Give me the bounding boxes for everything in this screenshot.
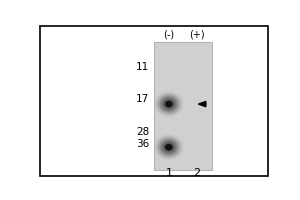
Ellipse shape <box>165 144 173 151</box>
Ellipse shape <box>162 141 175 153</box>
Ellipse shape <box>160 97 177 111</box>
Ellipse shape <box>168 103 170 105</box>
Ellipse shape <box>160 96 178 112</box>
Ellipse shape <box>156 93 182 115</box>
Text: 36: 36 <box>136 139 149 149</box>
Text: 2: 2 <box>193 168 200 178</box>
Ellipse shape <box>158 95 180 114</box>
Ellipse shape <box>163 142 175 152</box>
Ellipse shape <box>164 143 174 152</box>
Ellipse shape <box>154 135 183 160</box>
Ellipse shape <box>155 136 182 159</box>
Ellipse shape <box>156 136 182 158</box>
Ellipse shape <box>163 99 175 109</box>
Text: 28: 28 <box>136 127 149 137</box>
Ellipse shape <box>167 103 170 106</box>
Ellipse shape <box>166 101 172 107</box>
Text: 17: 17 <box>136 94 149 104</box>
Ellipse shape <box>166 145 172 150</box>
Ellipse shape <box>166 145 171 149</box>
Ellipse shape <box>158 138 180 157</box>
Text: 1: 1 <box>165 168 172 178</box>
Ellipse shape <box>161 141 176 154</box>
Ellipse shape <box>166 102 171 106</box>
Ellipse shape <box>164 100 174 108</box>
Ellipse shape <box>154 134 184 160</box>
Ellipse shape <box>166 101 172 107</box>
Ellipse shape <box>159 95 179 113</box>
Ellipse shape <box>160 139 178 155</box>
Bar <box>154 42 212 170</box>
Ellipse shape <box>154 91 184 117</box>
Text: (+): (+) <box>189 30 205 40</box>
Ellipse shape <box>166 144 172 150</box>
Ellipse shape <box>154 92 183 116</box>
Text: 11: 11 <box>136 62 149 72</box>
Ellipse shape <box>159 138 179 156</box>
Polygon shape <box>198 101 206 107</box>
Ellipse shape <box>161 98 176 111</box>
Ellipse shape <box>155 92 182 116</box>
Ellipse shape <box>162 98 175 110</box>
Ellipse shape <box>157 94 181 114</box>
Ellipse shape <box>168 146 170 148</box>
Ellipse shape <box>157 137 181 157</box>
Ellipse shape <box>160 140 177 154</box>
Ellipse shape <box>167 146 170 149</box>
Text: (-): (-) <box>163 30 174 40</box>
Ellipse shape <box>165 100 173 108</box>
